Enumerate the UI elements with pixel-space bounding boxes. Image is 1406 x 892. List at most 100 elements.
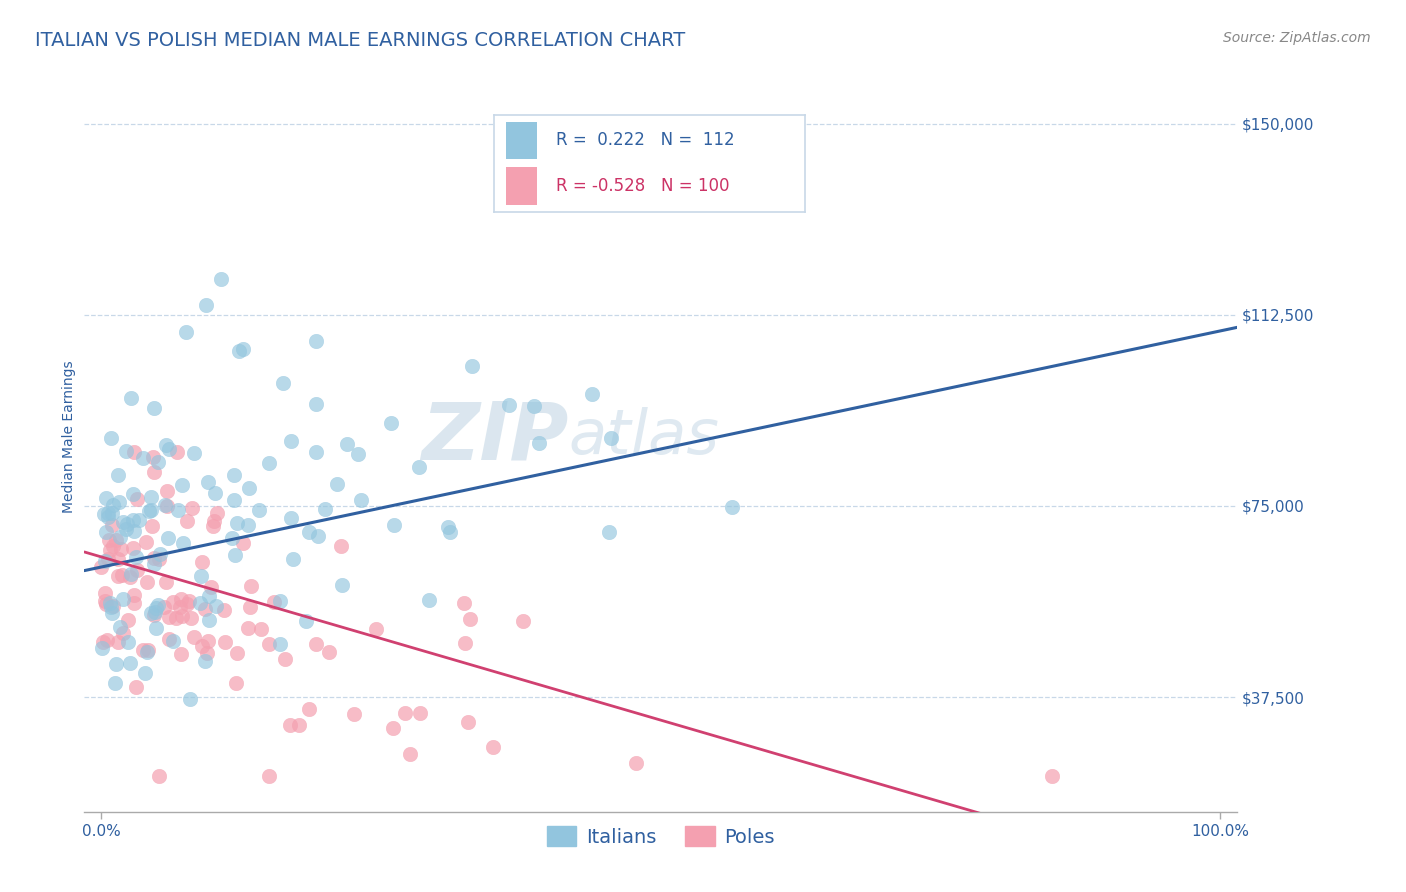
Point bbox=[1040, 769, 1063, 783]
Point bbox=[114, 443, 136, 458]
Point bbox=[148, 769, 170, 783]
Point bbox=[98, 596, 121, 610]
Point bbox=[380, 416, 402, 430]
Point bbox=[170, 608, 193, 623]
Point bbox=[436, 520, 458, 534]
Text: ITALIAN VS POLISH MEDIAN MALE EARNINGS CORRELATION CHART: ITALIAN VS POLISH MEDIAN MALE EARNINGS C… bbox=[35, 31, 685, 50]
Point bbox=[165, 611, 187, 625]
Point bbox=[97, 552, 120, 566]
Point bbox=[159, 442, 181, 456]
Point bbox=[453, 596, 475, 610]
Point bbox=[280, 511, 302, 525]
Point bbox=[122, 444, 145, 458]
Point bbox=[280, 717, 302, 731]
Point bbox=[93, 508, 115, 522]
Point bbox=[141, 519, 163, 533]
Point bbox=[177, 594, 200, 608]
Point bbox=[274, 652, 297, 666]
Point bbox=[94, 491, 117, 506]
Point bbox=[117, 634, 139, 648]
Point bbox=[281, 551, 304, 566]
Text: atlas: atlas bbox=[568, 407, 720, 467]
Point bbox=[172, 478, 194, 492]
Point bbox=[139, 606, 162, 620]
Point bbox=[176, 514, 198, 528]
Point bbox=[101, 599, 124, 614]
Point bbox=[148, 552, 170, 566]
Point bbox=[205, 599, 228, 613]
Point bbox=[399, 747, 422, 761]
Point bbox=[209, 272, 232, 286]
Point bbox=[191, 639, 214, 653]
Point bbox=[156, 531, 179, 545]
Point bbox=[350, 493, 373, 508]
Point bbox=[329, 539, 352, 553]
Point bbox=[120, 391, 142, 405]
Point bbox=[142, 607, 165, 622]
Point bbox=[298, 525, 321, 540]
Point bbox=[121, 541, 143, 555]
Point bbox=[94, 554, 117, 568]
Point bbox=[107, 569, 129, 583]
Point bbox=[134, 666, 156, 681]
Point bbox=[149, 547, 172, 561]
Point bbox=[193, 654, 215, 668]
Point bbox=[181, 500, 204, 515]
Point bbox=[179, 692, 201, 706]
Point bbox=[111, 567, 134, 582]
Point bbox=[108, 530, 131, 544]
Point bbox=[326, 476, 349, 491]
Point bbox=[162, 595, 184, 609]
Point bbox=[581, 387, 603, 401]
Point bbox=[105, 657, 128, 672]
Point bbox=[94, 586, 117, 600]
Point bbox=[212, 603, 235, 617]
Point bbox=[108, 620, 131, 634]
Point bbox=[318, 645, 340, 659]
Point bbox=[439, 524, 461, 539]
Point bbox=[122, 596, 145, 610]
Point bbox=[305, 397, 328, 411]
Point bbox=[128, 513, 150, 527]
Point bbox=[125, 549, 148, 564]
Point bbox=[141, 503, 163, 517]
Point bbox=[136, 645, 159, 659]
Point bbox=[174, 325, 197, 339]
Point bbox=[166, 445, 188, 459]
Point bbox=[117, 613, 139, 627]
Point bbox=[304, 445, 326, 459]
Point bbox=[183, 630, 205, 644]
Point bbox=[105, 533, 128, 548]
Point bbox=[180, 611, 202, 625]
Point bbox=[238, 517, 260, 532]
Point bbox=[91, 635, 114, 649]
Point bbox=[257, 769, 280, 783]
Point bbox=[103, 540, 125, 554]
Point bbox=[148, 455, 170, 469]
Point bbox=[143, 606, 166, 620]
Point bbox=[93, 593, 115, 607]
Point bbox=[100, 431, 122, 445]
Point bbox=[382, 517, 405, 532]
Point bbox=[122, 588, 145, 602]
Point bbox=[157, 610, 180, 624]
Point bbox=[107, 467, 129, 482]
Point bbox=[138, 504, 160, 518]
Point bbox=[108, 494, 131, 508]
Point bbox=[347, 447, 370, 461]
Point bbox=[136, 643, 159, 657]
Point bbox=[135, 535, 157, 549]
Point bbox=[418, 593, 440, 607]
Point bbox=[197, 634, 219, 648]
Point bbox=[269, 593, 291, 607]
Point bbox=[155, 438, 177, 452]
Point bbox=[120, 657, 142, 671]
Point bbox=[624, 756, 647, 770]
Point bbox=[263, 595, 285, 609]
Point bbox=[527, 436, 550, 450]
Point bbox=[156, 484, 179, 499]
Point bbox=[96, 632, 118, 647]
Point bbox=[305, 334, 328, 348]
Point bbox=[145, 621, 167, 635]
Point bbox=[107, 551, 129, 566]
